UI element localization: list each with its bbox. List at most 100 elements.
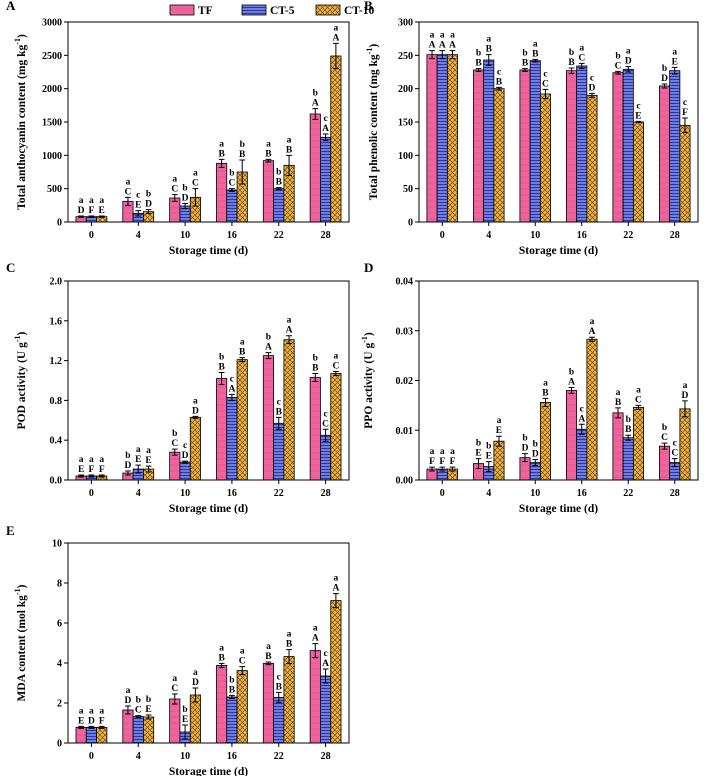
sig-lower-d-ct10-4: a xyxy=(497,416,502,426)
sig-lower-e-ct5-28: c xyxy=(323,649,327,659)
legend-swatch-ct10 xyxy=(315,4,341,16)
y-tick-label-e-0: 0 xyxy=(57,739,62,750)
bar-c-ct5-28 xyxy=(320,434,332,481)
sig-lower-b-tf-28: b xyxy=(662,64,667,74)
sig-upper-c-tf-22: A xyxy=(265,343,272,353)
y-axis-title-text-b: Total phenolic content (mg kg xyxy=(368,54,380,200)
sig-upper-d-ct5-0: F xyxy=(439,457,445,467)
sig-upper-d-ct10-28: D xyxy=(682,391,689,401)
bar-b-tf-22 xyxy=(612,72,624,223)
error-bar-a-ct10-10 xyxy=(192,188,199,207)
sig-upper-c-ct10-28: C xyxy=(332,362,339,372)
sig-upper-e-ct5-10: E xyxy=(182,715,188,725)
sig-upper-d-tf-0: F xyxy=(429,457,435,467)
sig-lower-d-tf-16: b xyxy=(569,367,574,377)
bar-e-ct5-0 xyxy=(85,727,97,744)
bar-a-tf-22 xyxy=(262,160,274,223)
error-bar-a-tf-22 xyxy=(265,158,272,163)
sig-upper-c-tf-28: B xyxy=(312,364,319,374)
x-axis-title-c: Storage time (d) xyxy=(169,503,248,515)
sig-lower-b-ct10-0: a xyxy=(450,31,455,41)
error-bar-b-ct10-22 xyxy=(635,120,642,124)
sig-upper-c-ct5-28: C xyxy=(322,419,329,429)
sig-lower-c-ct5-22: c xyxy=(277,397,281,407)
error-bar-c-ct10-22 xyxy=(286,335,292,345)
error-bar-b-tf-16 xyxy=(568,67,575,74)
sig-lower-e-ct10-4: b xyxy=(146,695,151,705)
sig-upper-a-ct10-4: D xyxy=(145,200,152,210)
x-tick-label-a-16: 16 xyxy=(227,230,237,241)
sig-upper-d-ct10-4: E xyxy=(496,426,502,436)
bar-e-ct10-22 xyxy=(283,656,295,744)
x-axis-title-d: Storage time (d) xyxy=(519,503,598,515)
sig-lower-c-ct10-22: a xyxy=(287,316,292,326)
sig-lower-b-ct10-16: c xyxy=(590,73,594,83)
error-bar-c-ct10-10 xyxy=(192,415,199,419)
error-bar-e-tf-0 xyxy=(78,725,84,729)
sig-upper-d-tf-10: D xyxy=(522,444,529,454)
sig-lower-b-ct5-10: a xyxy=(533,39,538,49)
error-bar-e-ct10-16 xyxy=(239,666,246,676)
bar-a-tf-28 xyxy=(309,113,321,223)
sig-lower-b-tf-10: b xyxy=(522,49,527,59)
error-bar-c-ct5-0 xyxy=(88,474,95,478)
bar-b-tf-16 xyxy=(566,70,578,223)
sig-lower-d-ct10-28: a xyxy=(683,381,688,391)
sig-lower-e-tf-4: a xyxy=(126,686,131,696)
sig-lower-d-ct10-0: a xyxy=(450,447,455,457)
bar-b-ct10-22 xyxy=(632,121,644,223)
y-axis-title-close-e: ) xyxy=(16,584,28,588)
sig-lower-e-tf-28: a xyxy=(313,624,318,634)
sig-upper-d-ct5-16: A xyxy=(578,414,585,424)
sig-lower-c-ct10-16: a xyxy=(240,338,245,348)
error-bar-d-ct5-16 xyxy=(578,423,585,435)
panel-label-c: C xyxy=(6,260,15,275)
sig-upper-e-ct5-0: D xyxy=(88,716,95,726)
error-bar-a-ct10-22 xyxy=(286,154,292,176)
sig-lower-e-ct5-4: b xyxy=(136,696,141,706)
sig-lower-a-tf-0: a xyxy=(79,196,84,206)
sig-upper-e-ct10-16: C xyxy=(239,657,246,667)
bar-c-ct10-10 xyxy=(189,416,201,481)
sig-upper-b-ct5-4: B xyxy=(486,45,493,55)
bar-e-tf-4 xyxy=(122,709,134,744)
sig-lower-a-ct10-28: a xyxy=(334,23,339,33)
y-tick-label-b-5: 250 xyxy=(398,51,413,62)
y-tick-label-d-4: 0.04 xyxy=(396,277,414,288)
bar-a-tf-16 xyxy=(216,162,228,223)
bar-b-ct10-0 xyxy=(446,54,458,223)
panel-label-e: E xyxy=(6,523,15,538)
sig-upper-c-ct10-22: A xyxy=(286,326,293,336)
error-bar-e-ct5-4 xyxy=(135,715,142,719)
y-tick-label-a-1: 500 xyxy=(47,184,62,195)
sig-lower-e-ct10-28: a xyxy=(334,574,339,584)
error-bar-e-tf-28 xyxy=(312,643,319,659)
error-bar-c-ct5-10 xyxy=(182,460,188,464)
sig-upper-a-tf-28: A xyxy=(312,99,319,109)
error-bar-e-ct5-28 xyxy=(322,668,329,684)
sig-upper-a-tf-16: B xyxy=(218,149,225,159)
sig-lower-c-ct10-0: a xyxy=(99,455,104,465)
sig-lower-c-tf-4: b xyxy=(125,451,130,461)
sig-lower-e-ct5-22: c xyxy=(277,672,281,682)
bar-c-tf-28 xyxy=(309,377,321,481)
sig-upper-d-ct10-16: A xyxy=(589,327,596,337)
y-tick-label-c-4: 1.6 xyxy=(50,316,63,327)
sig-upper-e-tf-28: A xyxy=(312,634,319,644)
bar-e-tf-22 xyxy=(262,663,274,744)
sig-lower-b-ct5-4: a xyxy=(486,35,491,45)
bar-b-ct5-28 xyxy=(669,70,681,223)
y-tick-label-e-3: 6 xyxy=(57,619,62,630)
sig-upper-d-ct5-4: E xyxy=(486,452,492,462)
bar-c-tf-10 xyxy=(169,451,181,481)
sig-upper-c-ct5-16: A xyxy=(228,384,235,394)
error-bar-c-ct10-28 xyxy=(333,371,339,377)
error-bar-e-ct5-10 xyxy=(182,724,188,740)
panel-label-a: A xyxy=(6,0,16,13)
x-tick-label-b-22: 22 xyxy=(623,230,633,241)
error-bar-a-ct5-28 xyxy=(322,133,329,142)
sig-upper-e-tf-16: B xyxy=(218,653,225,663)
bar-d-tf-16 xyxy=(566,390,578,481)
error-bar-a-ct5-10 xyxy=(182,202,188,210)
sig-lower-e-tf-22: a xyxy=(266,642,271,652)
